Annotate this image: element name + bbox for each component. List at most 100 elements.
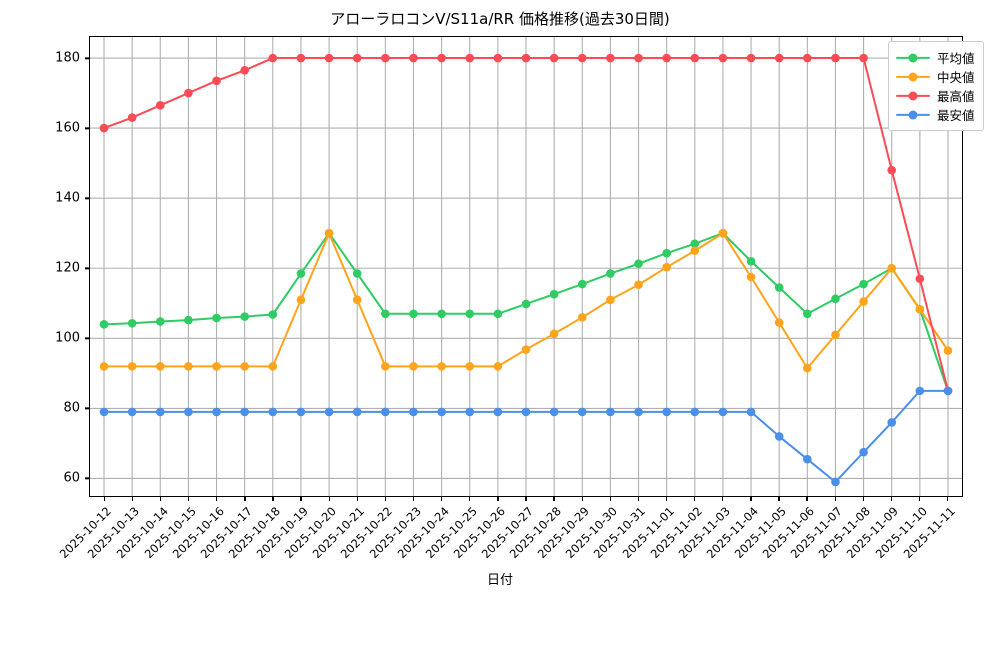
data-point-marker <box>831 477 840 487</box>
data-series-layer <box>99 53 953 487</box>
data-point-marker <box>296 407 306 417</box>
data-point-marker <box>409 53 418 63</box>
x-tick-mark <box>525 497 527 501</box>
y-tick-label: 100 <box>55 330 80 346</box>
data-point-marker <box>774 432 784 441</box>
series-3 <box>99 53 953 396</box>
data-point-marker <box>99 362 109 371</box>
data-point-marker <box>493 53 503 63</box>
x-tick-mark <box>778 497 780 501</box>
legend-item[interactable]: 平均値 <box>896 48 975 67</box>
data-point-marker <box>690 53 700 63</box>
legend-item[interactable]: 中央値 <box>896 67 975 86</box>
y-tick-mark <box>85 127 89 129</box>
data-point-marker <box>521 407 531 417</box>
grid-lines <box>90 37 962 496</box>
data-point-marker <box>606 295 615 305</box>
x-tick-mark <box>244 497 246 501</box>
data-point-marker <box>577 53 587 63</box>
data-point-marker <box>212 362 221 371</box>
data-point-marker <box>577 407 587 417</box>
y-tick-label: 140 <box>55 190 80 206</box>
x-tick-mark <box>918 497 921 501</box>
data-point-marker <box>859 297 868 306</box>
legend-marker-icon <box>908 53 918 62</box>
y-tick-mark <box>85 477 89 479</box>
data-point-marker <box>774 53 784 63</box>
data-point-marker <box>606 269 615 278</box>
x-tick-mark <box>131 497 134 501</box>
x-tick-mark <box>637 497 640 501</box>
data-point-marker <box>240 312 249 321</box>
data-point-marker <box>774 318 784 327</box>
data-point-marker <box>831 294 840 304</box>
x-tick-mark <box>553 497 555 501</box>
data-point-marker <box>437 309 446 319</box>
data-point-marker <box>915 274 925 284</box>
data-point-marker <box>155 362 165 371</box>
legend-marker-icon <box>908 110 918 119</box>
data-point-marker <box>324 407 334 417</box>
x-tick-mark <box>497 497 499 501</box>
legend-swatch <box>896 51 930 65</box>
data-point-marker <box>859 279 868 289</box>
chart-legend: 平均値 中央値 最高値 最安値 <box>888 41 984 131</box>
x-axis-ticks: 2025-10-12 2025-10-13 2025-10-14 2025-10-15… <box>0 497 1000 600</box>
data-point-marker <box>634 53 643 63</box>
data-point-marker <box>240 65 249 75</box>
legend-item[interactable]: 最安値 <box>896 105 975 124</box>
data-point-marker <box>493 362 503 371</box>
data-point-marker <box>662 407 671 417</box>
x-tick-mark <box>384 497 387 501</box>
data-point-marker <box>184 407 193 417</box>
x-tick-mark <box>722 497 724 501</box>
legend-swatch <box>896 108 930 122</box>
data-point-marker <box>240 362 249 371</box>
legend-item[interactable]: 最高値 <box>896 86 975 105</box>
data-point-marker <box>437 407 446 417</box>
x-tick-mark <box>834 497 836 501</box>
data-point-marker <box>296 295 306 305</box>
legend-label: 平均値 <box>937 51 975 66</box>
x-tick-mark <box>356 497 358 501</box>
data-point-marker <box>324 53 334 63</box>
data-point-marker <box>606 53 615 63</box>
data-point-marker <box>549 407 559 417</box>
series-line <box>103 57 949 392</box>
x-tick-mark <box>890 497 893 501</box>
x-tick-mark <box>103 497 105 501</box>
data-point-marker <box>409 309 418 319</box>
data-point-marker <box>324 228 334 238</box>
data-point-marker <box>352 269 362 278</box>
data-point-marker <box>296 53 306 63</box>
y-tick-mark <box>85 197 89 199</box>
y-tick-label: 120 <box>55 260 80 276</box>
data-point-marker <box>184 315 193 325</box>
series-2 <box>99 228 953 373</box>
data-point-marker <box>718 228 728 238</box>
data-point-marker <box>662 262 671 272</box>
data-point-marker <box>409 362 418 371</box>
data-point-marker <box>690 407 700 417</box>
data-point-marker <box>155 317 165 326</box>
y-tick-mark <box>85 57 89 59</box>
data-point-marker <box>831 330 840 340</box>
data-point-marker <box>606 407 615 417</box>
x-tick-mark <box>694 497 696 501</box>
data-point-marker <box>915 386 925 396</box>
data-point-marker <box>718 53 728 63</box>
legend-marker-icon <box>908 91 918 100</box>
data-point-marker <box>268 362 278 371</box>
data-point-marker <box>859 447 868 457</box>
x-tick-mark <box>581 497 583 501</box>
x-tick-mark <box>665 497 668 501</box>
data-point-marker <box>859 53 868 63</box>
y-tick-label: 80 <box>63 400 80 416</box>
data-point-marker <box>521 53 531 63</box>
data-point-marker <box>212 407 221 417</box>
data-point-marker <box>549 53 559 63</box>
data-point-marker <box>127 407 137 417</box>
data-point-marker <box>803 309 812 319</box>
data-point-marker <box>296 269 306 278</box>
data-point-marker <box>887 263 897 273</box>
